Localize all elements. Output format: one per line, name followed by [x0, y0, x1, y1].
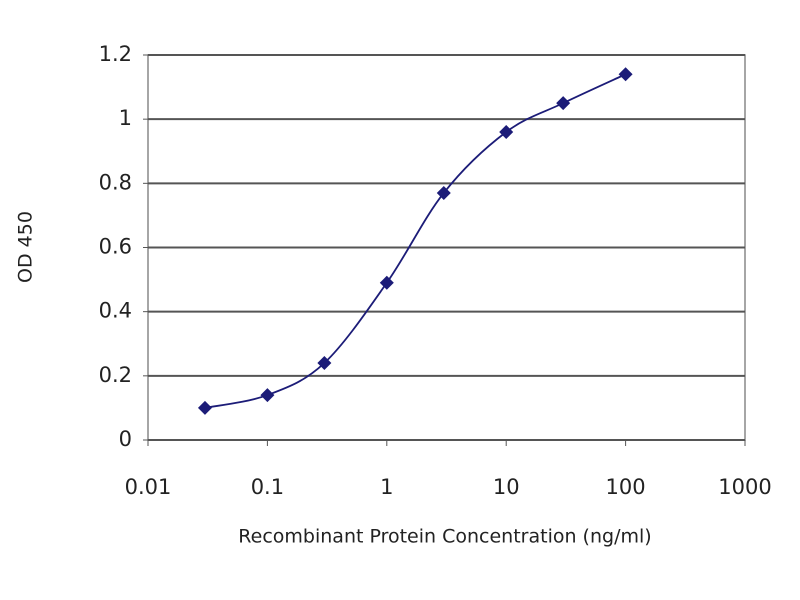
marker — [436, 185, 451, 200]
marker — [556, 96, 571, 111]
y-tick-label: 0 — [119, 427, 132, 451]
y-axis-title: OD 450 — [15, 211, 37, 283]
x-tick-label: 0.1 — [251, 475, 284, 499]
y-tick-label: 1 — [119, 106, 132, 130]
marker — [317, 356, 332, 370]
x-tick-label: 100 — [606, 475, 646, 499]
marker — [618, 67, 633, 82]
y-tick-label: 0.4 — [99, 299, 132, 323]
marker — [379, 275, 394, 290]
y-tick-label: 0.8 — [99, 170, 132, 194]
x-axis-title: Recombinant Protein Concentration (ng/ml… — [238, 526, 651, 548]
x-tick-label: 0.01 — [125, 475, 172, 499]
x-tick-label: 1 — [380, 475, 393, 499]
y-tick-label: 1.2 — [99, 42, 132, 66]
marker — [260, 388, 275, 403]
y-tick-label: 0.2 — [99, 363, 132, 387]
x-tick-label: 1000 — [718, 475, 771, 499]
x-tick-label: 10 — [493, 475, 520, 499]
marker — [197, 400, 212, 415]
curve — [204, 73, 626, 409]
marker — [499, 125, 514, 139]
y-tick-label: 0.6 — [99, 235, 132, 259]
